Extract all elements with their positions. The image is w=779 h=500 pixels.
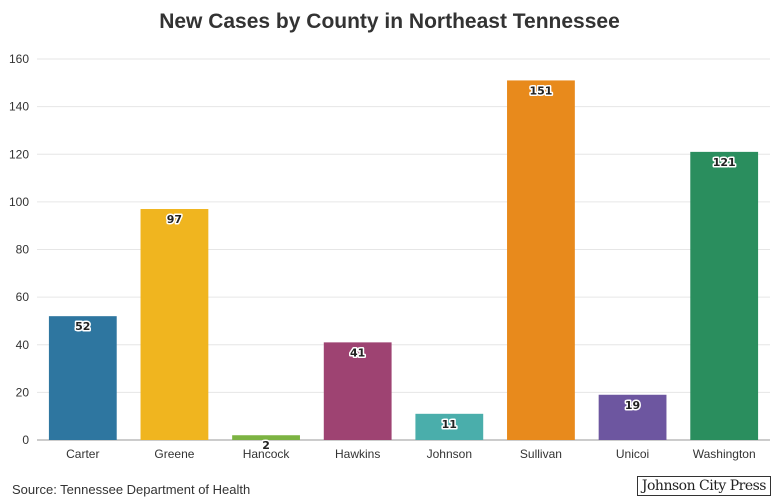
x-tick-label: Unicoi	[616, 447, 649, 461]
data-label: 97	[167, 213, 182, 226]
x-tick-label: Sullivan	[520, 447, 562, 461]
y-tick-label: 40	[16, 338, 30, 352]
y-tick-label: 80	[16, 243, 30, 257]
y-tick-label: 60	[16, 290, 30, 304]
x-tick-label: Carter	[66, 447, 99, 461]
bar-johnson	[415, 413, 484, 440]
y-tick-label: 0	[22, 433, 29, 447]
bar-greene	[140, 209, 209, 440]
y-tick-label: 20	[16, 385, 30, 399]
bar-carter	[48, 316, 117, 440]
bar-unicoi	[598, 394, 667, 440]
data-label: 41	[350, 346, 365, 359]
data-label: 52	[75, 320, 90, 333]
value-labels: 52 97 2 41 11 151 19 121	[74, 83, 738, 454]
data-label: 11	[442, 418, 457, 431]
bar-sullivan	[507, 80, 575, 441]
x-tick-label: Hancock	[243, 447, 291, 461]
data-label: 151	[529, 84, 552, 97]
y-tick-label: 100	[9, 195, 29, 209]
x-axis: Carter Greene Hancock Hawkins Johnson Sulliva…	[66, 447, 756, 461]
y-tick-label: 120	[9, 147, 29, 161]
x-tick-label: Hawkins	[335, 447, 380, 461]
bars	[48, 80, 759, 441]
y-tick-label: 160	[9, 52, 29, 66]
x-tick-label: Washington	[693, 447, 756, 461]
y-tick-label: 140	[9, 100, 29, 114]
bar-washington	[690, 151, 759, 440]
y-axis: 0 20 40 60 80 100 120 140 160	[9, 52, 29, 447]
bar-hancock	[232, 435, 300, 440]
data-label: 19	[625, 399, 640, 412]
x-tick-label: Johnson	[427, 447, 472, 461]
x-tick-label: Greene	[154, 447, 194, 461]
data-label: 121	[713, 156, 736, 169]
publisher-logo: Johnson City Press	[636, 476, 771, 496]
bar-hawkins	[323, 342, 392, 440]
source-note: Source: Tennessee Department of Health	[12, 482, 251, 497]
chart-title: New Cases by County in Northeast Tenness…	[159, 10, 620, 33]
data-label: 2	[262, 439, 270, 452]
